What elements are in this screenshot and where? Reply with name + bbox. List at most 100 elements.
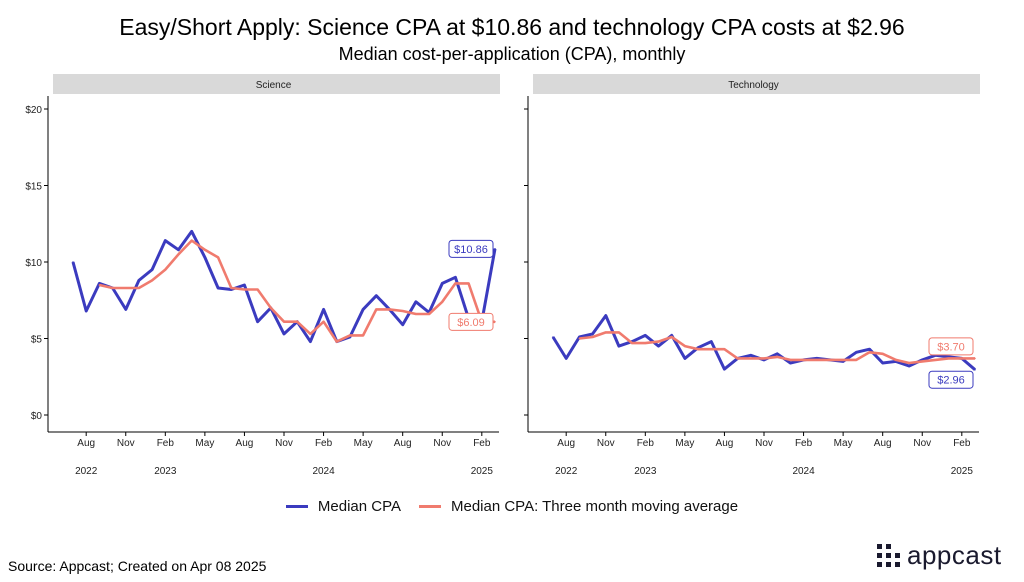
moving-average-point [802,359,805,361]
x-year-label: 2025 [471,466,494,477]
x-tick-label: Feb [637,438,655,449]
median-cpa-point [789,362,792,364]
median-cpa-point [908,365,910,367]
median-cpa-point [151,268,153,271]
moving-average-point [243,288,246,291]
x-year-label: 2025 [951,466,974,477]
x-tick-label: Aug [557,438,575,449]
x-tick-label: Feb [953,438,971,449]
y-tick-label: $0 [31,411,43,422]
x-tick-label: May [354,438,373,449]
x-tick-label: Feb [315,438,333,449]
x-tick-label: May [675,438,694,449]
moving-average-point [736,357,739,360]
median-cpa-point [138,279,140,282]
moving-average-point [428,313,430,315]
moving-average-point [723,348,726,351]
median-cpa-point [591,333,594,335]
moving-average-point [631,342,633,344]
legend-label-median: Median CPA [317,498,401,515]
moving-average-point [855,359,858,361]
median-cpa-point [441,282,444,285]
x-tick-label: Aug [874,438,892,449]
y-tick-label: $15 [25,182,42,193]
moving-average-point [763,357,765,360]
facet-label-science: Science [256,80,292,91]
moving-average-point [895,359,897,361]
chart-title: Easy/Short Apply: Science CPA at $10.86 … [119,14,905,40]
median-cpa-point [85,310,87,312]
moving-average-point [947,357,950,360]
y-tick-label: $5 [31,335,43,346]
source-note: Source: Appcast; Created on Apr 08 2025 [8,558,267,574]
x-year-label: 2024 [792,466,815,477]
moving-average-point [230,287,233,289]
moving-average-point [349,334,351,337]
moving-average-point [401,310,404,312]
x-year-label: 2023 [634,466,657,477]
x-year-label: 2022 [555,466,578,477]
median-cpa-line-science [71,229,497,344]
moving-average-point [842,359,844,361]
moving-average-point [217,256,219,259]
moving-average-point [125,287,127,289]
appcast-logo-text: appcast [907,540,1002,570]
moving-average-point [974,357,976,360]
median-cpa-point [204,256,206,259]
x-tick-label: Aug [716,438,734,449]
moving-average-point [578,337,581,340]
moving-average-point [710,348,713,351]
appcast-logo: appcast [877,540,1002,571]
median-cpa-point [309,340,312,343]
median-cpa-point [750,354,752,357]
x-tick-label: Nov [597,438,615,449]
moving-average-point [177,253,180,256]
moving-average-point [868,351,871,354]
moving-average-point [388,308,391,311]
moving-average-point [881,353,884,355]
moving-average-point [190,239,193,242]
end-label-median-technology-box [928,370,974,389]
moving-average-point [151,279,153,282]
x-year-label: 2023 [154,466,177,477]
median-cpa-point [375,294,378,297]
median-cpa-point [177,249,180,251]
median-cpa-point [190,230,193,233]
moving-average-point [204,249,206,251]
median-cpa-point [618,345,620,347]
moving-average-point [644,342,647,344]
x-tick-label: Nov [117,438,135,449]
x-tick-label: Aug [77,438,95,449]
y-tick-label: $20 [25,105,42,116]
median-cpa-point [125,308,127,311]
median-cpa-point [776,353,778,355]
legend-swatch-median [285,505,308,508]
median-cpa-point [974,368,976,371]
median-cpa-point [710,340,713,343]
median-cpa-point [283,333,285,335]
end-label-average-technology: $3.70 [937,341,965,353]
x-tick-label: Feb [473,438,491,449]
x-tick-label: Aug [394,438,412,449]
end-label-median-science: $10.86 [454,244,488,256]
legend-item-moving-average: Median CPA: Three month moving average [418,498,738,515]
moving-average-point [336,340,338,343]
moving-average-point [921,360,924,363]
moving-average-point [670,336,673,338]
median-cpa-point [256,320,259,323]
median-cpa-point [684,357,686,360]
median-cpa-point [723,368,726,370]
end-label-average-science-box [448,312,494,331]
moving-average-point [605,331,607,334]
median-cpa-point [605,314,607,317]
x-tick-label: Nov [913,438,931,449]
moving-average-point [441,301,444,303]
appcast-logo-icon [877,543,900,567]
moving-average-point [322,320,325,323]
median-cpa-point [454,276,457,279]
x-year-label: 2024 [312,466,335,477]
moving-average-point [789,359,792,361]
facet-label-technology: Technology [728,80,779,91]
x-tick-label: Feb [157,438,175,449]
median-cpa-point [552,336,554,338]
